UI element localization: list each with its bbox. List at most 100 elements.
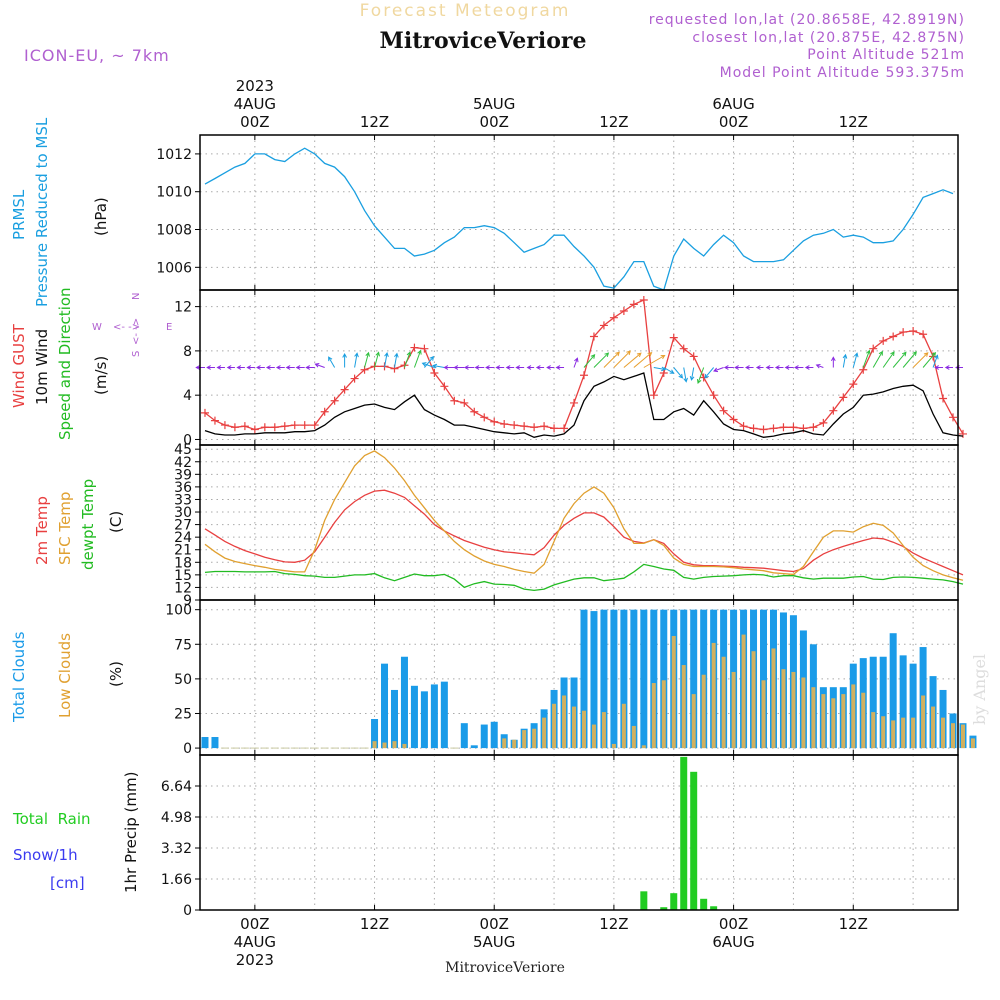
wind-direction-arrow: [830, 356, 836, 368]
gust-marker: [460, 398, 469, 407]
bar: [951, 723, 956, 749]
gust-marker: [340, 385, 349, 394]
wind-direction-arrow: [593, 352, 610, 368]
gust-marker: [280, 422, 289, 431]
gust-marker: [330, 396, 339, 405]
y-tick-label: 9: [183, 593, 192, 609]
bar: [490, 721, 498, 749]
wind-direction-arrow: [474, 365, 485, 370]
gust-marker: [220, 421, 229, 430]
time-label: 00Z: [240, 915, 269, 933]
y-tick-label: 30: [174, 505, 192, 521]
bar: [630, 609, 638, 749]
wind-direction-arrow: [555, 365, 565, 370]
wind-direction-arrow: [384, 351, 389, 368]
time-label: 12Z: [360, 113, 389, 131]
gust-marker: [939, 394, 948, 403]
bar: [390, 689, 398, 749]
wind-direction-arrow: [443, 365, 455, 370]
time-label: 5AUG: [473, 95, 515, 113]
compass-n: N: [131, 293, 142, 300]
bar: [931, 706, 936, 749]
compass-ns-arrows: <- ->: [131, 318, 142, 345]
gust-marker: [520, 422, 529, 431]
clouds-unit: (%): [107, 661, 125, 687]
gust-marker: [669, 333, 678, 342]
wind-direction-arrow: [689, 367, 695, 381]
temp-panel-labels: 2m Temp SFC Temp dewpt Temp (C): [33, 479, 125, 570]
panel-frame: [199, 754, 959, 911]
bar: [480, 724, 488, 749]
bar: [899, 655, 907, 749]
wind-direction-arrow: [354, 352, 359, 368]
wind-direction-arrow: [922, 351, 937, 368]
precip-unit: 1hr Precip (mm): [122, 772, 140, 893]
wind-direction-arrow: [535, 365, 545, 370]
gust-marker: [350, 374, 359, 383]
temp-dewpt-label: dewpt Temp: [79, 479, 97, 570]
gust-marker: [889, 332, 898, 341]
clouds-panel: 0 25 50 75 100: [165, 599, 977, 757]
gust-marker: [739, 422, 748, 431]
wind-direction-arrow: [573, 357, 579, 368]
bar: [581, 710, 586, 749]
total-rain-label: Total Rain: [12, 810, 91, 828]
gust-marker: [749, 424, 758, 433]
wind-direction-arrow: [723, 365, 734, 370]
wind-direction-arrow: [673, 367, 684, 379]
wind-direction-arrow: [934, 365, 944, 370]
gust-marker: [839, 393, 848, 402]
gust-marker: [300, 421, 309, 430]
bar: [372, 741, 377, 749]
bar: [731, 671, 736, 749]
gust-marker: [530, 423, 539, 432]
gust-marker: [958, 429, 967, 438]
wind-direction-arrow: [275, 365, 285, 370]
footer-location: MitroviceVeriore: [445, 960, 565, 976]
wind-panel: 0 4 8 12: [174, 289, 967, 448]
snow-label: Snow/1h: [13, 846, 78, 864]
model-altitude: Model Point Altitude 593.375m: [720, 65, 965, 81]
bar: [392, 741, 397, 749]
bar: [771, 648, 776, 749]
series-line: [204, 489, 964, 576]
prmsl-label: PRMSL: [10, 189, 28, 240]
wind-direction-arrow: [265, 365, 275, 370]
wind-direction-arrow: [804, 365, 814, 370]
wind-direction-arrow: [793, 365, 804, 370]
bar: [831, 698, 836, 749]
bar: [881, 716, 886, 749]
wind-direction-arrow: [485, 365, 495, 370]
bar: [670, 893, 678, 910]
pressure-panel-labels: PRMSL Pressure Reduced to MSL (hPa): [10, 117, 110, 307]
gust-marker: [779, 423, 788, 432]
wind-direction-arrow: [285, 365, 295, 370]
time-label: 00Z: [719, 915, 748, 933]
wind-direction-arrow: [713, 367, 724, 373]
bar: [420, 691, 428, 749]
gust-marker: [320, 407, 329, 416]
wind-direction-arrow: [696, 367, 705, 384]
gust-marker: [649, 391, 658, 400]
wind-gust-label: Wind GUST: [10, 323, 28, 408]
gust-marker: [629, 300, 638, 309]
bar: [641, 745, 646, 749]
gust-marker: [619, 307, 628, 316]
gust-marker: [729, 415, 738, 424]
y-tick-label: 4: [183, 388, 192, 404]
y-tick-label: 15: [174, 568, 192, 584]
y-tick-label: 100: [165, 603, 192, 619]
time-label: 00Z: [480, 113, 509, 131]
y-tick-label: 39: [174, 467, 192, 483]
series-line: [204, 563, 964, 592]
compass-rose-icon: N <- -> S W <- -> E: [92, 293, 172, 357]
wind-direction-arrow: [583, 354, 596, 368]
compass-we-arrows: <- ->: [113, 322, 140, 333]
wind-direction-arrow: [744, 365, 754, 370]
temp-unit: (C): [107, 511, 125, 533]
wind-direction-arrow: [955, 365, 963, 370]
wind-direction-arrow: [653, 366, 667, 372]
y-tick-label: 6.64: [161, 779, 192, 795]
time-label: 5AUG: [473, 933, 515, 951]
